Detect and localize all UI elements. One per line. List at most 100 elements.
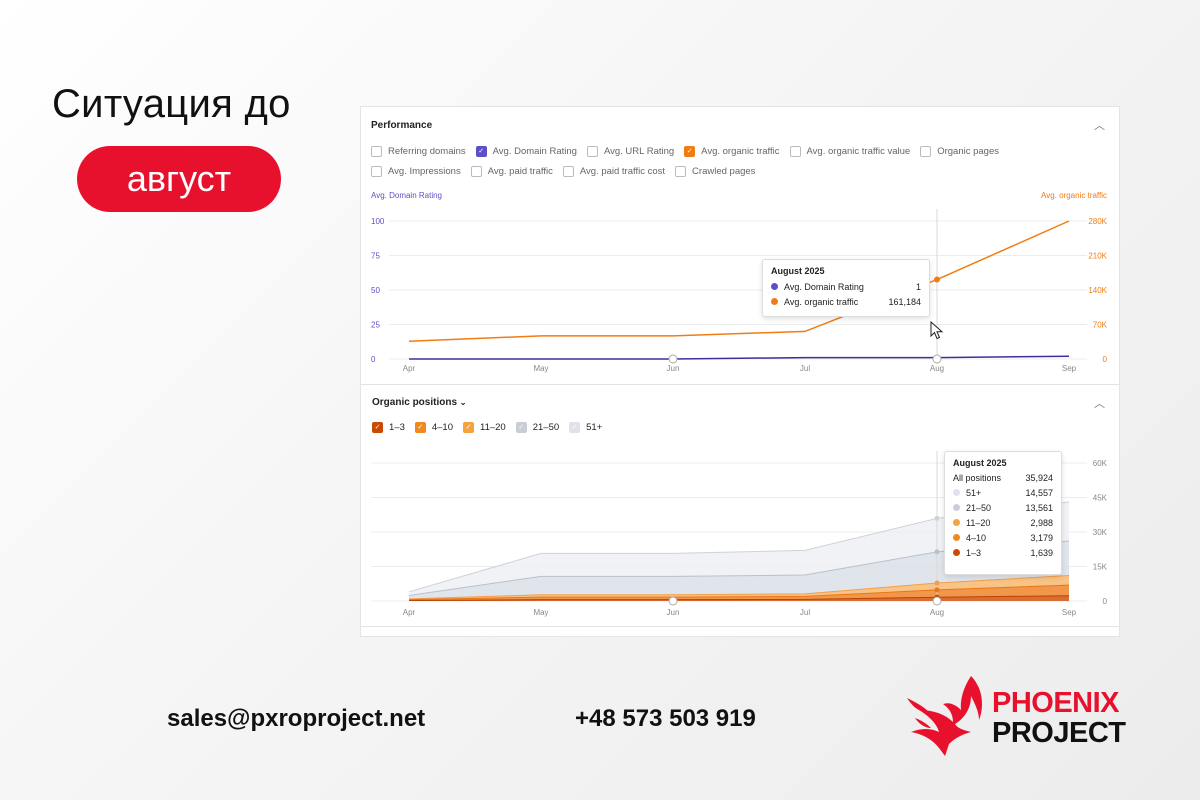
metric-checkbox-label: 1–3 — [389, 422, 405, 433]
tooltip-row-label: 1–3 — [966, 547, 982, 558]
area-51-plus — [409, 501, 1069, 596]
checkmark-icon[interactable]: ✓ — [414, 422, 426, 433]
tooltip-row-label: 21–50 — [966, 502, 992, 513]
metric-checkbox[interactable]: ✓ 51+ — [569, 422, 602, 433]
x-tick-label: Sep — [1062, 364, 1077, 373]
area-21-50 — [409, 540, 1069, 599]
y-left-tick-label: 25 — [371, 321, 380, 330]
metric-checkbox[interactable]: Organic pages — [920, 146, 999, 157]
metric-checkbox-label: Avg. organic traffic value — [806, 146, 911, 157]
annotation-marker-icon — [668, 596, 678, 606]
metric-checkbox[interactable]: Referring domains — [371, 146, 466, 157]
checkmark-icon[interactable]: ✓ — [372, 422, 383, 433]
tooltip-row-value: 14,557 — [1025, 487, 1053, 498]
metric-checkbox[interactable]: ✓ 1–3 — [372, 422, 405, 433]
metric-checkbox[interactable]: ✓ 21–50 — [515, 422, 559, 433]
organic-positions-title[interactable]: Organic positions ⌄ — [372, 397, 467, 408]
analytics-screenshot: Performance ︿ Referring domains ✓ Avg. Dom… — [360, 106, 1120, 637]
annotation-marker-icon — [932, 354, 942, 364]
organic-traffic-line — [408, 220, 1070, 343]
empty-checkbox-icon[interactable] — [920, 146, 932, 157]
chevron-down-icon: ⌄ — [459, 398, 467, 407]
area-11-20-line — [408, 574, 1070, 600]
tooltip-row-value: 13,561 — [1025, 502, 1053, 513]
slide-headline: Ситуация до — [52, 82, 291, 126]
series-point — [934, 587, 940, 593]
tooltip-row: 21–50 13,561 — [953, 500, 1053, 515]
performance-metrics-row1: Referring domains ✓ Avg. Domain Rating Avg.… — [371, 146, 1009, 157]
tooltip-row: Avg. Domain Rating 1 — [771, 279, 921, 294]
metric-checkbox[interactable]: Avg. paid traffic cost — [562, 166, 665, 177]
x-tick-label: May — [533, 364, 548, 373]
metric-checkbox-label: Avg. URL Rating — [603, 146, 675, 157]
metric-checkbox[interactable]: ✓ 11–20 — [463, 422, 506, 433]
empty-checkbox-icon[interactable] — [789, 146, 801, 157]
chevron-up-icon[interactable]: ︿ — [1094, 398, 1105, 410]
metric-checkbox-label: 51+ — [586, 422, 603, 433]
phoenix-logo-icon — [907, 676, 982, 756]
logo-line-2: PROJECT — [992, 717, 1126, 749]
tooltip-row: Avg. organic traffic 161,184 — [771, 294, 921, 309]
y-right-tick-label: 0 — [1103, 597, 1108, 606]
y-left-tick-label: 0 — [371, 355, 376, 364]
y-right-tick-label: 15K — [1093, 563, 1108, 572]
logo-line-1: PHOENIX — [992, 687, 1120, 719]
empty-checkbox-icon[interactable] — [562, 166, 574, 177]
tooltip-row-value: 161,184 — [888, 296, 921, 307]
series-dot-icon — [953, 519, 960, 526]
organic-positions-title-label: Organic positions — [372, 397, 458, 408]
y-left-tick-label: 50 — [371, 286, 380, 295]
metric-checkbox[interactable]: Avg. paid traffic — [470, 166, 553, 177]
x-tick-label: Jul — [800, 608, 810, 617]
metric-checkbox[interactable]: Avg. Impressions — [371, 166, 461, 177]
tooltip-title: August 2025 — [771, 266, 825, 276]
tooltip-row-value: 2,988 — [1030, 517, 1053, 528]
company-logo-text: PHOENIX PROJECT — [992, 687, 1126, 749]
tooltip-row-value: 1,639 — [1030, 547, 1053, 558]
position-filters: ✓ 1–3 ✓ 4–10 ✓ 11–20 ✓ 21–50 ✓ 51+ — [372, 422, 612, 433]
organic-positions-chart: 0 15K 30K 45K 60K Apr May Jun Jul Aug Sep — [371, 451, 1108, 617]
month-badge-label: август — [126, 158, 232, 199]
series-dot-icon — [953, 534, 960, 541]
empty-checkbox-icon[interactable] — [371, 166, 382, 177]
empty-checkbox-icon[interactable] — [586, 146, 598, 157]
x-tick-label: Aug — [930, 608, 944, 617]
y-right-tick-label: 30K — [1093, 528, 1108, 537]
empty-checkbox-icon[interactable] — [371, 146, 382, 157]
y-right-tick-label: 60K — [1093, 459, 1108, 468]
metric-checkbox[interactable]: Crawled pages — [675, 166, 755, 177]
contact-phone[interactable]: +48 573 503 919 — [575, 705, 756, 732]
tooltip-row-label: Avg. Domain Rating — [784, 281, 864, 292]
tooltip-row-label: 51+ — [966, 487, 982, 498]
metric-checkbox-label: 11–20 — [480, 422, 506, 433]
y-right-tick-label: 280K — [1088, 217, 1107, 226]
metric-checkbox[interactable]: ✓ Avg. organic traffic — [684, 146, 780, 157]
checkmark-icon[interactable]: ✓ — [463, 422, 474, 433]
area-1-3-line — [408, 595, 1070, 602]
metric-checkbox-label: Avg. Impressions — [388, 166, 461, 177]
metric-checkbox[interactable]: ✓ 4–10 — [414, 422, 453, 433]
right-axis-title: Avg. organic traffic — [1041, 191, 1107, 200]
performance-tooltip: August 2025 Avg. Domain Rating 1 Avg. or… — [762, 259, 930, 317]
checkmark-icon[interactable]: ✓ — [569, 422, 581, 433]
metric-checkbox[interactable]: Avg. URL Rating — [586, 146, 675, 157]
tooltip-row-value: 1 — [915, 281, 921, 292]
metric-checkbox[interactable]: Avg. organic traffic value — [789, 146, 911, 157]
x-tick-label: Aug — [930, 364, 944, 373]
metric-checkbox-label: Avg. Domain Rating — [492, 146, 577, 157]
x-tick-label: Apr — [403, 364, 416, 373]
checkmark-icon[interactable]: ✓ — [475, 146, 487, 157]
y-right-tick-label: 45K — [1093, 494, 1108, 503]
metric-checkbox[interactable]: ✓ Avg. Domain Rating — [475, 146, 577, 157]
annotation-marker-icon — [668, 354, 678, 364]
series-dot-icon — [953, 504, 960, 511]
x-tick-label: Jul — [800, 364, 810, 373]
tooltip-row-value: 3,179 — [1030, 532, 1053, 543]
chevron-up-icon[interactable]: ︿ — [1094, 120, 1105, 132]
contact-email[interactable]: sales@pxroproject.net — [167, 705, 426, 732]
checkmark-icon[interactable]: ✓ — [684, 146, 696, 157]
empty-checkbox-icon[interactable] — [675, 166, 687, 177]
tooltip-row-label: 11–20 — [966, 517, 991, 528]
checkmark-icon[interactable]: ✓ — [515, 422, 527, 433]
empty-checkbox-icon[interactable] — [470, 166, 482, 177]
